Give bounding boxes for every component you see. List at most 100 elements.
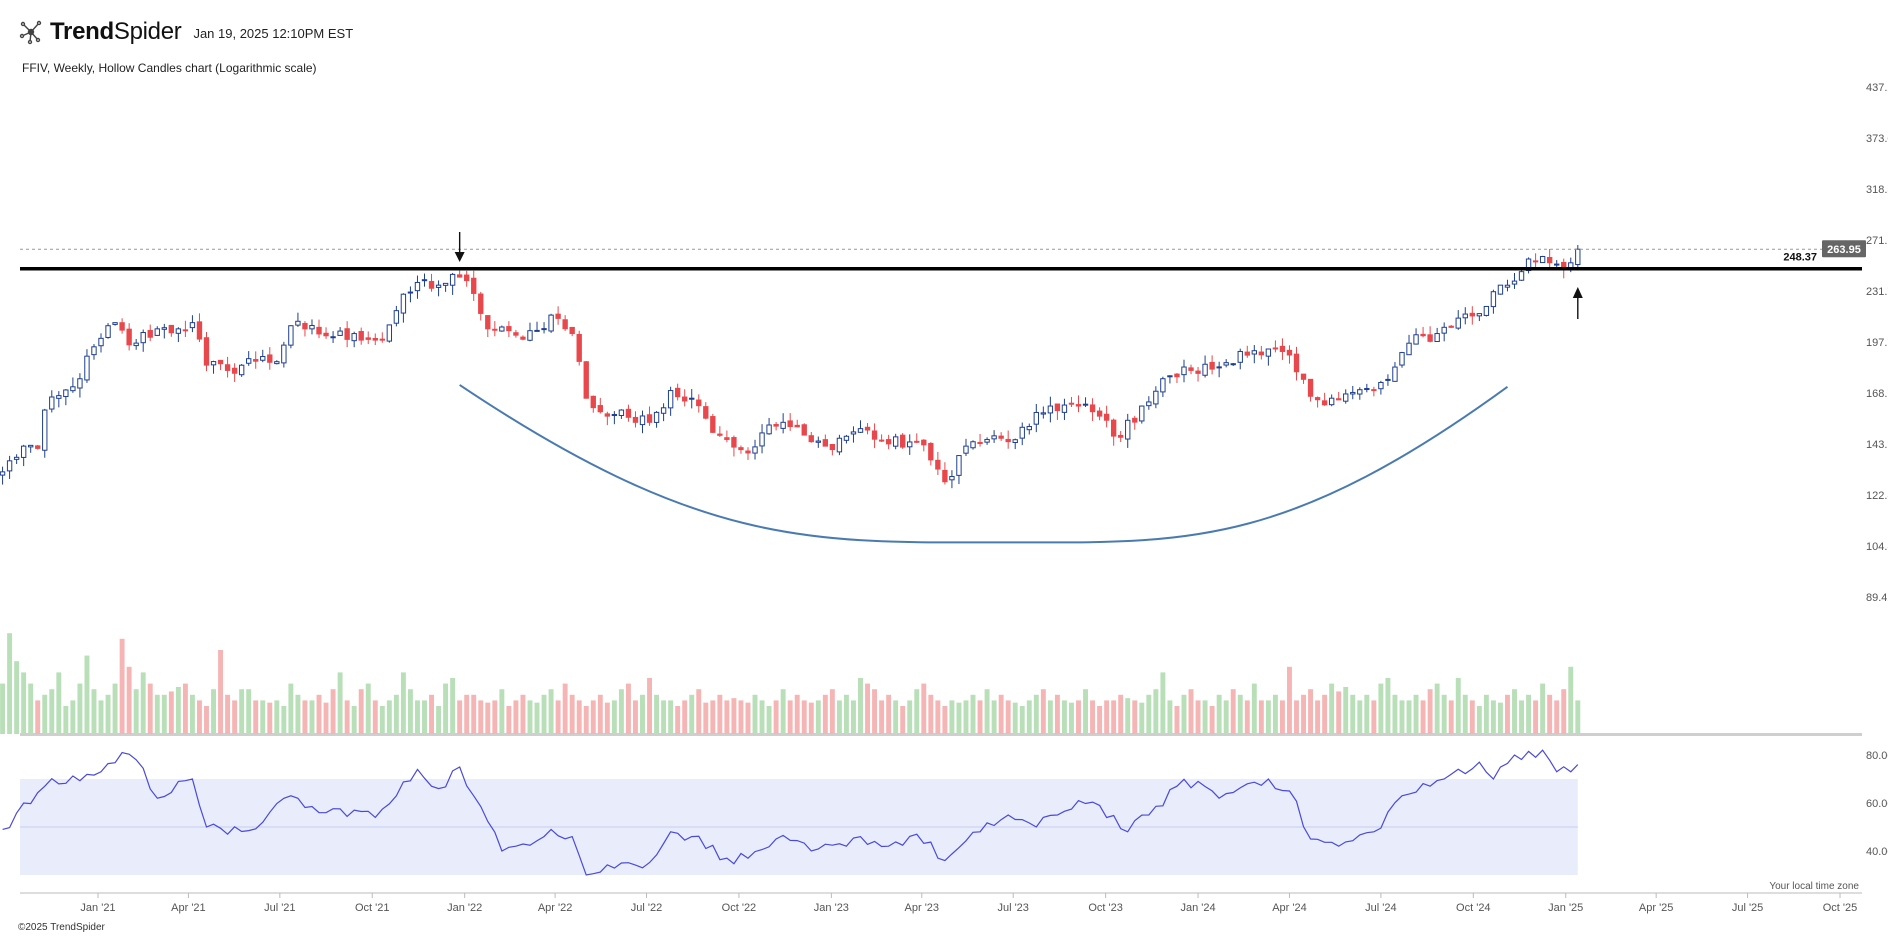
candle-up <box>309 324 315 330</box>
volume-bar <box>1005 700 1011 734</box>
candle-up <box>660 407 667 414</box>
volume-bar <box>189 694 195 734</box>
candle-down <box>928 442 934 461</box>
volume-bar <box>1188 689 1194 734</box>
candle-up <box>689 397 695 400</box>
volume-bar <box>1216 694 1222 734</box>
volume-bar <box>1181 694 1187 734</box>
rsi-line <box>2 749 1579 876</box>
x-axis-tick: Jul '23 <box>997 902 1028 914</box>
volume-bar <box>513 700 519 734</box>
volume-bar <box>1413 694 1419 734</box>
candle-down <box>1371 389 1377 392</box>
volume-bar <box>1146 694 1152 734</box>
volume-bar <box>872 689 878 734</box>
x-axis-tick: Jan '25 <box>1548 902 1583 914</box>
candle-up <box>1202 363 1208 376</box>
volume-bar <box>1512 689 1517 734</box>
volume-bar <box>1026 700 1032 734</box>
volume-bar <box>970 694 976 734</box>
candle-up <box>541 328 547 331</box>
volume-bar <box>787 700 793 734</box>
candle-up <box>1385 378 1391 381</box>
volume-bar <box>956 702 962 734</box>
volume-bar <box>1209 706 1215 734</box>
candle-down <box>1279 345 1286 352</box>
candle-up <box>534 329 540 332</box>
volume-bar <box>225 694 231 734</box>
volume-bar <box>1343 686 1349 734</box>
candle-down <box>1307 378 1314 397</box>
volume-bar <box>661 700 667 734</box>
volume-bar <box>1294 700 1299 734</box>
candle-down <box>878 439 885 442</box>
x-axis-tick: Oct '22 <box>722 902 757 914</box>
volume-bar <box>1434 683 1440 734</box>
volume-bar <box>1329 683 1335 734</box>
candle-down <box>808 435 814 443</box>
candle-down <box>231 367 238 374</box>
volume-bar <box>1533 700 1539 734</box>
candle-up <box>1061 404 1068 413</box>
volume-bar <box>77 683 83 734</box>
volume-bar <box>808 702 814 734</box>
candle-down <box>1209 361 1215 370</box>
volume-bar <box>576 700 582 734</box>
candle-down <box>1546 256 1553 264</box>
candle-down <box>1469 312 1475 317</box>
volume-bar <box>1322 694 1328 734</box>
volume-bar <box>337 672 343 734</box>
candle-down <box>1110 419 1117 437</box>
volume-bar <box>63 706 69 734</box>
volume-bar <box>1047 700 1053 734</box>
candle-down <box>738 447 744 451</box>
volume-bar <box>105 694 111 734</box>
candle-down <box>864 426 871 431</box>
volume-bar <box>1202 700 1208 734</box>
candle-up <box>274 361 280 365</box>
volume-bar <box>133 689 139 734</box>
volume-bar <box>984 689 990 734</box>
candle-up <box>330 336 336 339</box>
x-axis-tick: Apr '25 <box>1639 902 1674 914</box>
candle-up <box>667 390 674 409</box>
x-axis-tick: Jul '25 <box>1732 902 1763 914</box>
volume-bar <box>1476 706 1482 734</box>
volume-bar <box>35 700 41 734</box>
candle-up <box>1160 378 1166 393</box>
volume-bar <box>562 683 568 734</box>
candle-up <box>351 333 357 342</box>
volume-bar <box>147 683 153 734</box>
price-axis-tick: 373.09 <box>1866 133 1888 145</box>
volume-bar <box>323 702 329 734</box>
volume-bar <box>358 689 364 734</box>
copyright-footer: ©2025 TrendSpider <box>18 922 105 933</box>
rsi-axis-tick: 80.00 <box>1866 750 1888 762</box>
price-axis-tick: 122.83 <box>1866 490 1888 502</box>
volume-bar <box>49 689 55 734</box>
candle-down <box>562 319 568 330</box>
candle-down <box>885 439 892 445</box>
volume-bar <box>829 689 835 734</box>
candle-up <box>1539 256 1546 264</box>
candle-down <box>182 329 189 332</box>
volume-bar <box>1350 694 1356 734</box>
candle-up <box>836 437 843 453</box>
candle-down <box>1195 370 1201 374</box>
volume-bar <box>717 694 723 734</box>
price-axis-tick: 104.80 <box>1866 541 1888 553</box>
last-price-label: 263.95 <box>1827 244 1861 256</box>
candle-up <box>963 445 969 454</box>
volume-bar <box>647 678 652 734</box>
candle-down <box>646 414 653 423</box>
volume-bar <box>1223 700 1229 734</box>
rsi-axis-tick: 40.00 <box>1866 846 1888 858</box>
volume-bar <box>253 700 259 734</box>
candle-down <box>365 337 371 340</box>
candle-up <box>70 386 76 392</box>
price-axis-tick: 271.61 <box>1866 235 1888 247</box>
volume-bar <box>696 689 702 734</box>
volume-bar <box>534 702 540 734</box>
volume-bar <box>1441 694 1447 734</box>
